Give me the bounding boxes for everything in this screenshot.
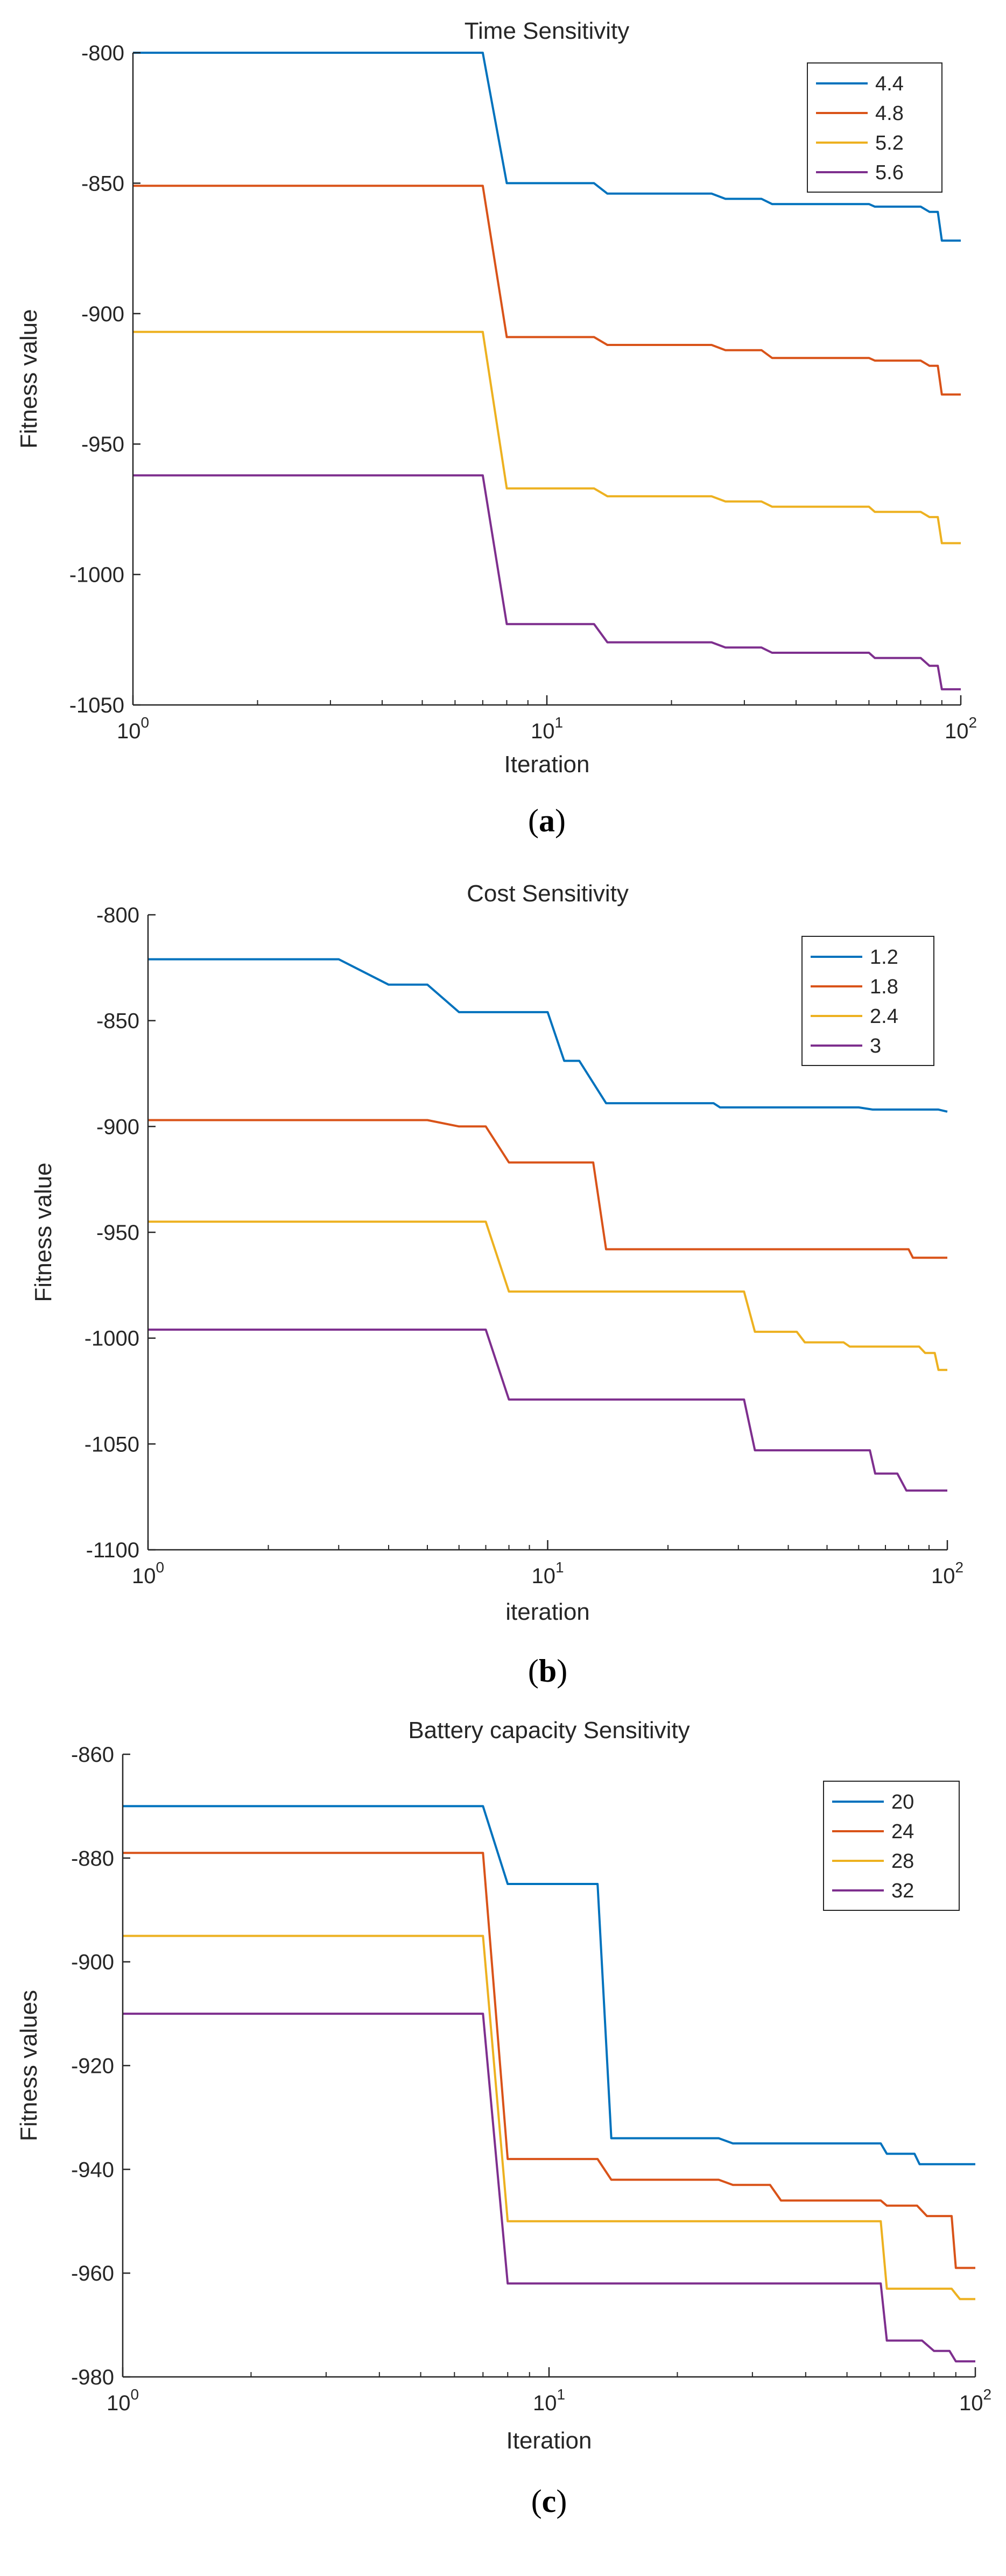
x-tick-label: 101 [531, 714, 563, 743]
legend-entry-label: 2.4 [870, 1005, 898, 1028]
y-axis-label: Fitness value [16, 309, 42, 448]
legend-entry-label: 20 [891, 1791, 914, 1813]
panel-caption: (b) [528, 1653, 567, 1689]
chart-title: Time Sensitivity [465, 18, 629, 44]
caption-open-paren: ( [531, 2483, 542, 2519]
y-axis-label: Fitness values [16, 1990, 42, 2141]
series-line-28 [123, 1935, 975, 2300]
y-tick-label: -960 [71, 2262, 114, 2285]
x-axis-label: Iteration [504, 751, 590, 778]
caption-close-paren: ) [555, 803, 566, 838]
legend-entry-label: 32 [891, 1880, 914, 1902]
y-axis-label: Fitness value [30, 1162, 57, 1302]
series-line-1-2 [148, 958, 948, 1113]
x-tick-label: 102 [945, 714, 977, 743]
x-tick-exponent: 1 [555, 1559, 564, 1576]
series-line-5-6 [133, 474, 961, 690]
caption-letter: c [542, 2483, 557, 2519]
series-line-1-8 [148, 1119, 947, 1259]
chart-panel-a: Time Sensitivity -800 -850 -900 -950 -1000 -10… [16, 18, 977, 838]
x-tick-exponent: 0 [130, 2386, 139, 2403]
x-tick-base: 10 [117, 719, 141, 743]
legend: 20 24 28 32 [823, 1781, 960, 1911]
caption-close-paren: ) [557, 1653, 567, 1689]
y-tick-label: -860 [71, 1743, 114, 1767]
x-tick-label: 100 [132, 1559, 164, 1588]
x-tick-base: 10 [107, 2391, 131, 2415]
series-line-5-2 [133, 330, 961, 545]
caption-close-paren: ) [556, 2483, 567, 2519]
y-tick-label: -950 [81, 433, 124, 456]
y-tick-label: -880 [71, 1847, 114, 1871]
panel-caption: (c) [531, 2483, 567, 2519]
y-tick-label: -850 [96, 1010, 139, 1033]
y-tick-label: -920 [71, 2055, 114, 2078]
legend: 1.2 1.8 2.4 3 [801, 936, 934, 1066]
series-line-32 [123, 2013, 975, 2363]
x-tick-exponent: 0 [156, 1559, 164, 1576]
x-tick-exponent: 1 [554, 714, 563, 731]
x-axis-label: Iteration [506, 2427, 592, 2454]
series-line-2-4 [148, 1220, 947, 1371]
series-line-4-4 [133, 52, 961, 242]
caption-open-paren: ( [528, 803, 539, 838]
y-tick-label: -850 [81, 172, 124, 195]
legend-entry-label: 4.8 [875, 102, 904, 125]
y-tick-label: -900 [96, 1115, 139, 1139]
y-tick-label: -1050 [85, 1432, 139, 1456]
x-tick-label: 102 [959, 2386, 991, 2415]
legend-entry-label: 1.2 [870, 946, 898, 969]
x-tick-label: 100 [117, 714, 149, 743]
caption-open-paren: ( [528, 1653, 539, 1689]
x-tick-label: 101 [533, 2386, 565, 2415]
series-line-24 [123, 1852, 975, 2269]
x-tick-label: 101 [531, 1559, 564, 1588]
legend: 4.4 4.8 5.2 5.6 [807, 62, 942, 193]
chart-panel-c: Battery capacity Sensitivity -860 -880 -900… [16, 1717, 991, 2519]
y-tick-label: -980 [71, 2366, 114, 2389]
x-tick-base: 10 [132, 1564, 156, 1588]
legend-entry-label: 4.4 [875, 73, 904, 95]
x-tick-exponent: 1 [557, 2386, 565, 2403]
x-axis-label: iteration [505, 1599, 590, 1625]
x-tick-exponent: 0 [140, 714, 149, 731]
legend-entry-label: 3 [870, 1035, 881, 1057]
legend-entry-label: 5.2 [875, 132, 904, 154]
x-tick-label: 100 [107, 2386, 139, 2415]
x-tick-base: 10 [531, 1564, 555, 1588]
y-tick-label: -900 [81, 302, 124, 326]
y-tick-label: -950 [96, 1221, 139, 1245]
caption-letter: b [539, 1653, 557, 1689]
legend-entry-label: 24 [891, 1820, 914, 1843]
y-tick-label: -900 [71, 1951, 114, 1974]
x-tick-base: 10 [533, 2391, 557, 2415]
series-line-4-8 [133, 185, 961, 396]
x-tick-exponent: 2 [968, 714, 977, 731]
chart-panel-b: Cost Sensitivity -800 -850 -900 -950 -1000 -10… [30, 880, 963, 1689]
chart-title: Battery capacity Sensitivity [408, 1717, 690, 1744]
series-line-3 [148, 1328, 947, 1492]
x-tick-exponent: 2 [955, 1559, 963, 1576]
legend-entry-label: 28 [891, 1850, 914, 1873]
legend-entry-label: 1.8 [870, 976, 898, 998]
series-line-20 [123, 1805, 975, 2165]
panel-caption: (a) [528, 803, 566, 838]
y-tick-label: -940 [71, 2158, 114, 2182]
y-tick-label: -800 [96, 904, 139, 927]
y-tick-label: -1000 [69, 563, 124, 587]
caption-letter: a [539, 803, 555, 838]
y-tick-label: -800 [81, 41, 124, 65]
x-tick-exponent: 2 [983, 2386, 991, 2403]
x-tick-label: 102 [931, 1559, 963, 1588]
y-tick-label: -1100 [86, 1538, 139, 1562]
chart-title: Cost Sensitivity [467, 880, 629, 907]
legend-entry-label: 5.6 [875, 161, 904, 184]
x-tick-base: 10 [959, 2391, 983, 2415]
x-tick-base: 10 [531, 719, 555, 743]
y-tick-label: -1000 [85, 1327, 139, 1351]
x-tick-base: 10 [945, 719, 969, 743]
y-tick-label: -1050 [69, 694, 124, 717]
x-tick-base: 10 [931, 1564, 955, 1588]
